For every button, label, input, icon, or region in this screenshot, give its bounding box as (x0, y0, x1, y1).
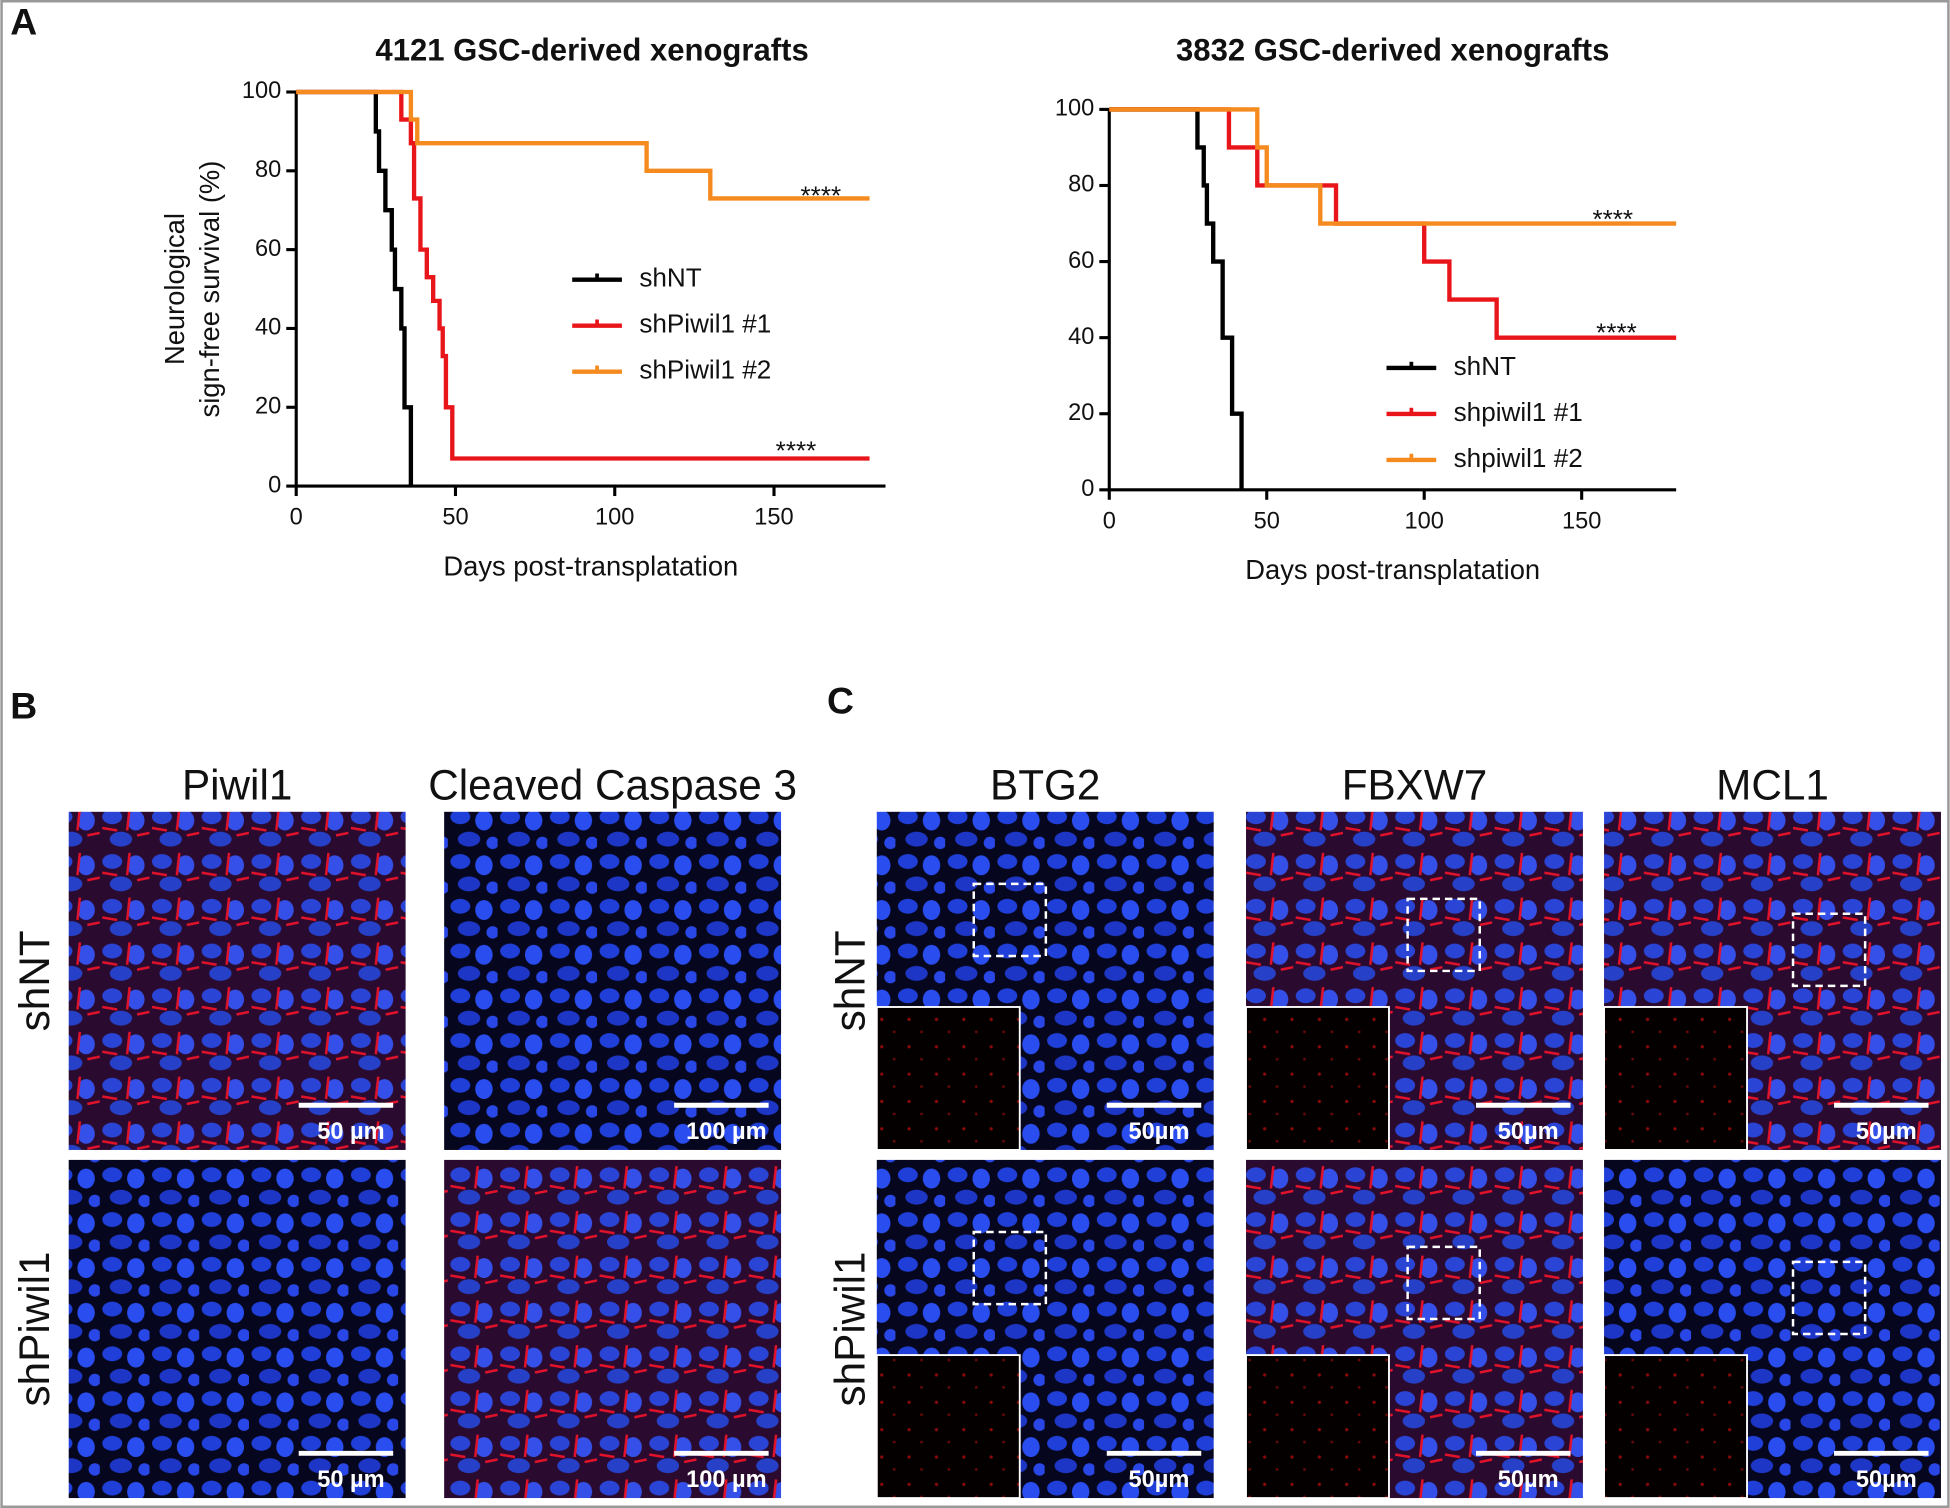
x-tick-label: 150 (754, 505, 793, 531)
inset (1603, 1006, 1748, 1151)
x-tick-label: 150 (1562, 508, 1601, 534)
survival-curve (296, 89, 870, 201)
x-axis-label: Days post-transplatation (1245, 554, 1540, 585)
scale-bar-label: 50µm (1856, 1119, 1917, 1145)
x-tick-label: 0 (1103, 508, 1116, 534)
zoom-box (1791, 912, 1867, 988)
y-tick-label: 80 (255, 157, 281, 183)
legend-label: shPiwil1 #2 (639, 355, 771, 385)
zoom-box (972, 1230, 1048, 1306)
row-label: shPiwil1 (826, 1251, 873, 1406)
x-axis-label: Days post-transplatation (443, 550, 738, 581)
micrograph (444, 1159, 782, 1499)
column-label: FBXW7 (1342, 761, 1488, 808)
scale-bar-label: 50 µm (317, 1467, 384, 1493)
y-axis-label: sign-free survival (%) (194, 161, 225, 418)
survival-curve (1109, 107, 1677, 226)
y-axis-label: Neurological (159, 213, 190, 365)
scale-bar-label: 50 µm (317, 1119, 384, 1145)
x-tick-label: 50 (442, 505, 468, 531)
scale-bar-label: 50µm (1129, 1119, 1190, 1145)
survival-curve (296, 89, 414, 487)
legend-label: shNT (1454, 351, 1516, 381)
x-tick-label: 0 (290, 505, 303, 531)
significance: **** (1596, 317, 1637, 347)
column-label: Cleaved Caspase 3 (428, 761, 797, 808)
inset (1245, 1354, 1390, 1499)
y-tick-label: 60 (255, 236, 281, 262)
column-label: Piwil1 (182, 761, 292, 808)
significance: **** (1592, 204, 1633, 234)
inset (1245, 1006, 1390, 1151)
y-tick-label: 20 (1068, 400, 1094, 426)
panel-label: C (827, 679, 854, 721)
column-label: BTG2 (990, 761, 1100, 808)
scale-bar-label: 50µm (1498, 1119, 1559, 1145)
chart-title: 4121 GSC-derived xenografts (375, 32, 808, 67)
x-tick-label: 100 (1405, 508, 1444, 534)
x-tick-label: 100 (595, 505, 634, 531)
legend-label: shpiwil1 #2 (1454, 443, 1583, 473)
y-tick-label: 100 (1055, 96, 1094, 122)
micrograph (68, 811, 406, 1150)
y-tick-label: 100 (242, 78, 281, 104)
x-tick-label: 50 (1254, 508, 1280, 534)
y-tick-label: 0 (1081, 476, 1094, 502)
y-tick-label: 80 (1068, 172, 1094, 198)
panel-label: B (10, 684, 37, 726)
scale-bar-label: 50µm (1856, 1467, 1917, 1493)
survival-curve (296, 89, 870, 461)
panel-label: A (10, 1, 37, 43)
y-tick-label: 40 (1068, 324, 1094, 350)
scale-bar-label: 50µm (1498, 1467, 1559, 1493)
row-label: shNT (826, 930, 873, 1031)
scale-bar-label: 100 µm (686, 1467, 767, 1493)
zoom-box (1791, 1260, 1867, 1336)
y-tick-label: 20 (255, 394, 281, 420)
zoom-box (972, 882, 1048, 958)
row-label: shPiwil1 (11, 1251, 58, 1406)
row-label: shNT (11, 930, 58, 1031)
column-label: MCL1 (1716, 761, 1829, 808)
chart-title: 3832 GSC-derived xenografts (1176, 32, 1609, 67)
y-tick-label: 0 (268, 472, 281, 498)
zoom-box (1406, 897, 1481, 973)
legend-label: shpiwil1 #1 (1454, 397, 1583, 427)
y-tick-label: 60 (1068, 248, 1094, 274)
significance: **** (801, 181, 842, 211)
zoom-box (1406, 1245, 1481, 1321)
y-tick-label: 40 (255, 315, 281, 341)
micrograph (68, 1159, 406, 1499)
scale-bar-label: 100 µm (686, 1119, 767, 1145)
legend-label: shNT (639, 263, 701, 293)
scale-bar-label: 50µm (1129, 1467, 1190, 1493)
legend-label: shPiwil1 #1 (639, 309, 771, 339)
significance: **** (776, 435, 817, 465)
inset (875, 1354, 1021, 1499)
survival-curve (1109, 107, 1244, 490)
micrograph (444, 811, 782, 1150)
inset (875, 1006, 1021, 1151)
inset (1603, 1354, 1748, 1499)
